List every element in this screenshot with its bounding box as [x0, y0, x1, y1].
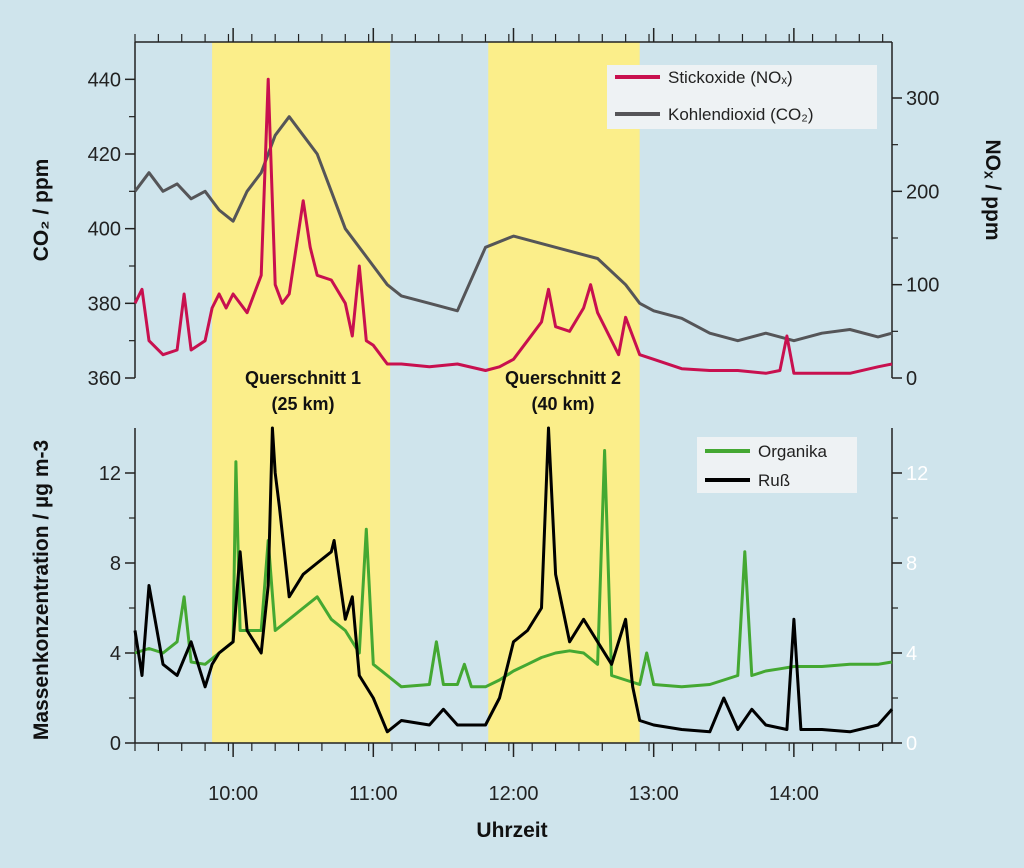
top-panel-axes: 360 380 400 420 440 0 100 200 300 [88, 28, 939, 390]
shaded-band-2 [488, 42, 640, 743]
top-y-right-label: 200 [906, 181, 939, 203]
legend-organika-label: Organika [758, 442, 828, 461]
bottom-y-left-title: Massenkonzentration / µg m-3 [30, 440, 53, 740]
x-tick-label: 12:00 [488, 783, 538, 805]
band-2-sublabel: (40 km) [531, 394, 594, 414]
bottom-y-left-label: 0 [110, 733, 121, 755]
top-y-right-title: NOₓ / ppm [981, 139, 1004, 240]
bottom-legend-box [697, 437, 857, 493]
top-y-right-label: 300 [906, 88, 939, 110]
bottom-panel-axes: 10:00 11:00 12:00 13:00 14:00 0 4 8 12 0 4 8 12 [99, 428, 928, 805]
shaded-bands [212, 42, 640, 743]
band-2-label: Querschnitt 2 [505, 368, 621, 388]
series-nox-line [133, 77, 893, 375]
top-y-left-label: 400 [88, 219, 121, 241]
top-legend: Stickoxide (NOₓ) Kohlendioxid (CO₂) [607, 65, 877, 129]
series-russ-line [133, 426, 894, 734]
top-y-left-label: 380 [88, 293, 121, 315]
series-co2-line [133, 115, 893, 343]
top-y-left-title: CO₂ / ppm [30, 159, 53, 262]
bottom-y-right-label: 12 [906, 463, 928, 485]
bottom-y-left-label: 4 [110, 643, 121, 665]
series-layer [133, 77, 894, 734]
legend-nox-label: Stickoxide (NOₓ) [668, 68, 793, 87]
legend-co2-label: Kohlendioxid (CO₂) [668, 105, 814, 124]
shaded-band-1 [212, 42, 391, 743]
bottom-y-right-label: 4 [906, 643, 917, 665]
series-organika-line [134, 449, 893, 689]
bottom-y-left-label: 8 [110, 553, 121, 575]
top-y-left-label: 440 [88, 69, 121, 91]
top-y-right-label: 100 [906, 275, 939, 297]
band-1-sublabel: (25 km) [271, 394, 334, 414]
legend-russ-label: Ruß [758, 471, 790, 490]
x-tick-label: 10:00 [208, 783, 258, 805]
x-tick-label: 13:00 [629, 783, 679, 805]
bottom-legend: Organika Ruß [697, 437, 857, 493]
x-axis-title: Uhrzeit [476, 819, 547, 842]
top-y-left-label: 420 [88, 144, 121, 166]
bottom-y-right-label: 8 [906, 553, 917, 575]
x-tick-label: 11:00 [349, 783, 398, 805]
top-y-left-label: 360 [88, 368, 121, 390]
band-1-label: Querschnitt 1 [245, 368, 361, 388]
x-tick-label: 14:00 [769, 783, 819, 805]
bottom-y-left-label: 12 [99, 463, 121, 485]
bottom-y-right-label: 0 [906, 733, 917, 755]
top-y-right-label: 0 [906, 368, 917, 390]
